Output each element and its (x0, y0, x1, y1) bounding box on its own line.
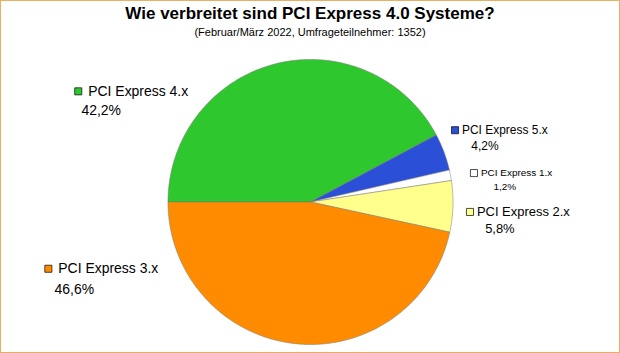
svg-text:PCI Express 5.x: PCI Express 5.x (462, 123, 548, 137)
svg-text:PCI Express 2.x: PCI Express 2.x (477, 204, 570, 219)
svg-text:5,8%: 5,8% (485, 221, 515, 236)
html-text:Wie verbreitet sind PCI Expres: Wie verbreitet sind PCI Express 4.0 Syst… (125, 4, 495, 23)
svg-text:42,2%: 42,2% (81, 102, 121, 118)
svg-text:4,2%: 4,2% (471, 139, 499, 153)
svg-text:PCI Express 1.x: PCI Express 1.x (481, 167, 552, 178)
svg-text:PCI Express 3.x: PCI Express 3.x (58, 260, 158, 276)
svg-text:1,2%: 1,2% (494, 181, 517, 192)
svg-text:46,6%: 46,6% (55, 281, 95, 297)
html-text:(Februar/März 2022, Umfragetei: (Februar/März 2022, Umfrageteilnehmer: 1… (194, 26, 426, 38)
svg-text:PCI Express 4.x: PCI Express 4.x (88, 83, 188, 99)
